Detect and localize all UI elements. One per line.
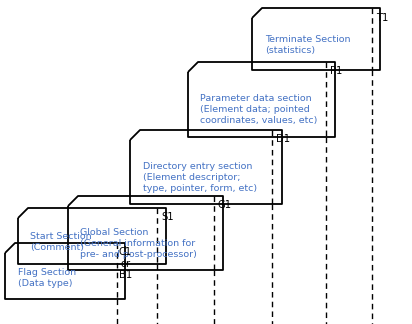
Text: S1: S1 (161, 212, 173, 222)
Text: Terminate Section
(statistics): Terminate Section (statistics) (265, 35, 351, 55)
Text: Global Section
(General information for
pre- and post-processor): Global Section (General information for … (80, 228, 197, 259)
Text: D1: D1 (276, 134, 290, 144)
Text: Directory entry section
(Element descriptor;
type, pointer, form, etc): Directory entry section (Element descrip… (143, 162, 257, 193)
Text: G1: G1 (218, 200, 232, 210)
Text: Parameter data section
(Element data; pointed
coordinates, values, etc): Parameter data section (Element data; po… (200, 94, 317, 125)
Text: Flag Section
(Data type): Flag Section (Data type) (18, 268, 76, 288)
Text: C1
or
B1: C1 or B1 (119, 247, 132, 280)
Text: T1: T1 (376, 13, 389, 23)
Text: P1: P1 (330, 66, 342, 76)
Text: Start Section
(Comment): Start Section (Comment) (30, 232, 91, 252)
